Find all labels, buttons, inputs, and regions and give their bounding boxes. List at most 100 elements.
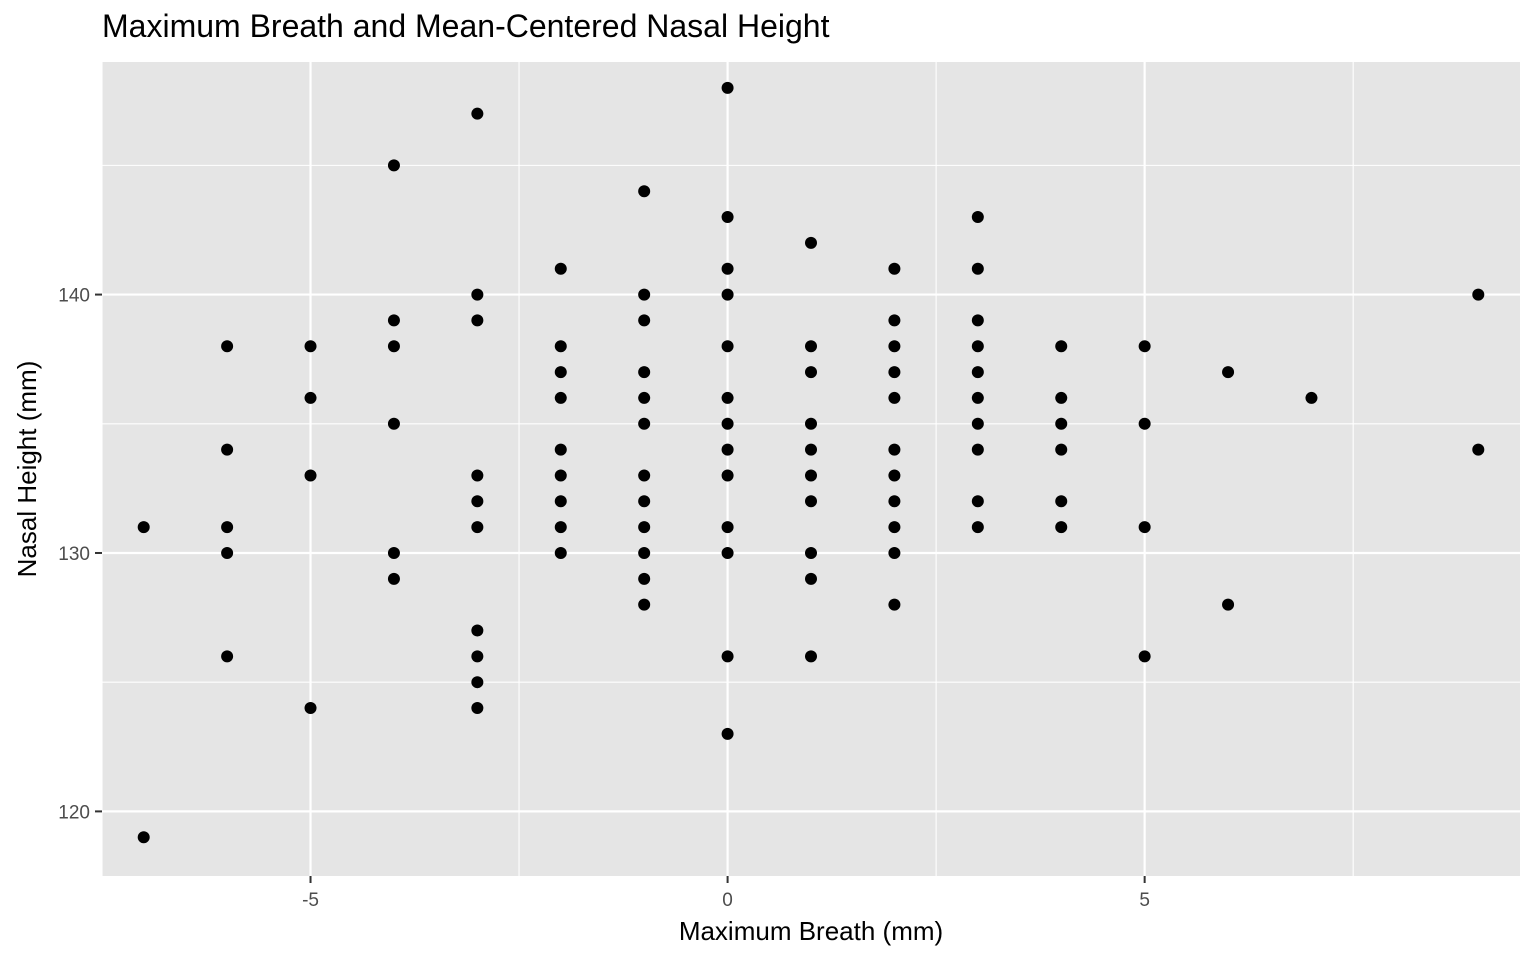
data-point — [554, 340, 567, 353]
data-point — [805, 572, 817, 585]
y-tick-label: 140 — [58, 286, 90, 307]
data-point — [471, 469, 484, 482]
data-point — [721, 81, 734, 94]
data-point — [721, 650, 734, 663]
data-point — [721, 391, 734, 404]
data-point — [888, 340, 901, 353]
data-point — [387, 417, 400, 430]
data-point — [1138, 340, 1151, 353]
data-point — [554, 495, 567, 508]
data-point — [721, 727, 734, 740]
data-point — [805, 650, 817, 663]
data-point — [638, 391, 651, 404]
data-point — [1055, 417, 1068, 430]
data-point — [221, 650, 234, 663]
data-point — [638, 495, 651, 508]
data-point — [471, 624, 484, 637]
data-point — [971, 262, 984, 275]
data-point — [304, 702, 317, 715]
data-point — [1472, 288, 1485, 301]
data-point — [1138, 417, 1151, 430]
data-point — [137, 521, 150, 534]
y-axis: 120 130 140 — [58, 286, 102, 823]
data-point — [888, 443, 901, 456]
data-point — [554, 443, 567, 456]
data-point — [888, 495, 901, 508]
data-point — [304, 469, 317, 482]
data-point — [888, 262, 901, 275]
data-point — [638, 185, 651, 198]
data-point — [554, 546, 567, 559]
data-point — [554, 262, 567, 275]
data-point — [1472, 443, 1485, 456]
data-point — [137, 831, 150, 844]
data-point — [1055, 495, 1068, 508]
data-point — [888, 469, 901, 482]
data-point — [721, 340, 734, 353]
data-point — [554, 391, 567, 404]
data-point — [1222, 598, 1235, 611]
plot-panel — [102, 62, 1520, 876]
data-point — [638, 598, 651, 611]
data-point — [1055, 340, 1068, 353]
data-point — [1055, 443, 1068, 456]
data-point — [387, 159, 400, 172]
data-point — [721, 211, 734, 224]
data-point — [471, 288, 484, 301]
data-point — [805, 469, 817, 482]
data-point — [1055, 521, 1068, 534]
data-point — [221, 340, 234, 353]
data-point — [471, 107, 484, 120]
data-point — [387, 340, 400, 353]
data-point — [387, 546, 400, 559]
data-point — [971, 417, 984, 430]
x-axis-title: Maximum Breath (mm) — [679, 916, 943, 946]
y-tick-label: 120 — [58, 802, 90, 823]
data-point — [888, 366, 901, 379]
x-tick-label: 5 — [1139, 890, 1150, 911]
x-tick-label: -5 — [302, 890, 319, 911]
data-point — [554, 521, 567, 534]
data-point — [471, 495, 484, 508]
data-point — [638, 366, 651, 379]
data-point — [304, 391, 317, 404]
x-tick-label: 0 — [722, 890, 733, 911]
data-point — [638, 469, 651, 482]
data-point — [971, 391, 984, 404]
data-point — [888, 314, 901, 327]
chart-title: Maximum Breath and Mean-Centered Nasal H… — [102, 8, 830, 44]
data-point — [387, 314, 400, 327]
data-point — [721, 469, 734, 482]
data-point — [971, 521, 984, 534]
data-point — [805, 495, 817, 508]
data-point — [304, 340, 317, 353]
data-point — [971, 211, 984, 224]
data-point — [221, 443, 234, 456]
data-point — [721, 443, 734, 456]
data-point — [221, 546, 234, 559]
data-point — [971, 340, 984, 353]
data-point — [471, 702, 484, 715]
data-point — [1138, 650, 1151, 663]
data-point — [638, 314, 651, 327]
x-axis: -5 0 5 — [302, 876, 1150, 911]
major-gridlines — [102, 62, 1520, 876]
data-point — [1305, 391, 1318, 404]
data-point — [805, 546, 817, 559]
y-axis-title: Nasal Height (mm) — [12, 361, 42, 578]
y-tick-label: 130 — [58, 544, 90, 565]
data-point — [638, 546, 651, 559]
data-point — [554, 366, 567, 379]
data-point — [221, 521, 234, 534]
data-point — [888, 546, 901, 559]
data-point — [638, 572, 651, 585]
data-points — [137, 81, 1485, 844]
data-point — [805, 236, 817, 249]
data-point — [805, 366, 817, 379]
data-point — [971, 314, 984, 327]
data-point — [387, 572, 400, 585]
data-point — [805, 443, 817, 456]
data-point — [721, 262, 734, 275]
data-point — [471, 314, 484, 327]
